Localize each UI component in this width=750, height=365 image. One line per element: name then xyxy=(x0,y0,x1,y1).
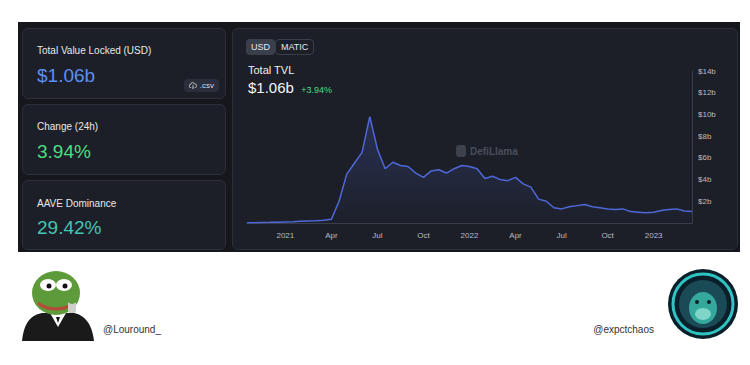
svg-text:$4b: $4b xyxy=(698,175,712,184)
svg-text:Oct: Oct xyxy=(417,231,430,240)
svg-text:$14b: $14b xyxy=(698,67,716,76)
html-text:Total TVL: Total TVL xyxy=(248,64,295,76)
svg-text:Apr: Apr xyxy=(325,231,338,240)
html-text:$1.06b: $1.06b xyxy=(37,65,96,86)
html-text:USD: USD xyxy=(251,42,270,52)
svg-text:$8b: $8b xyxy=(698,132,712,141)
html-text:$1.06b: $1.06b xyxy=(248,79,294,96)
html-text:@expctchaos: @expctchaos xyxy=(593,324,654,335)
svg-text:$6b: $6b xyxy=(698,153,712,162)
html-text:.csv: .csv xyxy=(199,81,214,90)
svg-text:Apr: Apr xyxy=(509,231,522,240)
html-text:Total Value Locked (USD): Total Value Locked (USD) xyxy=(37,45,152,56)
svg-text:2023: 2023 xyxy=(645,231,663,240)
svg-text:Oct: Oct xyxy=(601,231,614,240)
svg-text:Jul: Jul xyxy=(556,231,566,240)
svg-text:2021: 2021 xyxy=(276,231,294,240)
svg-text:$2b: $2b xyxy=(698,197,712,206)
svg-text:$10b: $10b xyxy=(698,110,716,119)
html-text:+3.94%: +3.94% xyxy=(301,85,333,95)
html-text:29.42%: 29.42% xyxy=(37,217,102,238)
svg-text:$1.06b: $1.06b xyxy=(698,207,723,216)
html-text:AAVE Dominance: AAVE Dominance xyxy=(37,198,117,209)
html-text:3.94%: 3.94% xyxy=(37,141,91,162)
svg-text:Jul: Jul xyxy=(372,231,382,240)
html-text:DefiLlama: DefiLlama xyxy=(470,146,518,157)
svg-text:$12b: $12b xyxy=(698,88,716,97)
html-text:@Louround_: @Louround_ xyxy=(103,324,161,335)
html-text:MATIC: MATIC xyxy=(281,42,309,52)
html-text:Change (24h): Change (24h) xyxy=(37,121,99,132)
svg-text:2022: 2022 xyxy=(461,231,479,240)
